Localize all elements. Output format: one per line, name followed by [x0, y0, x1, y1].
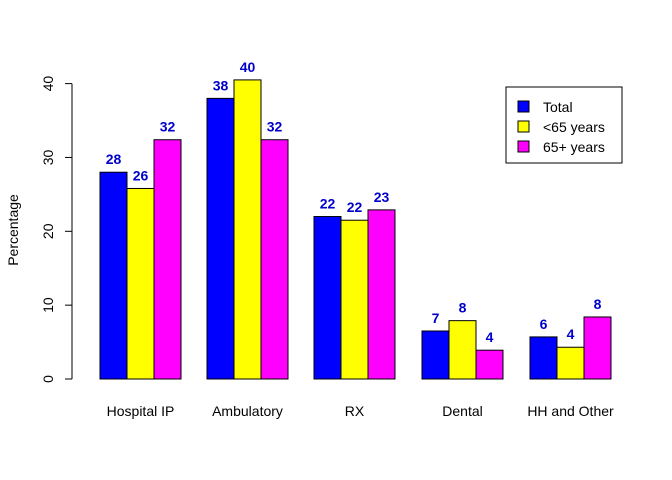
bar [153, 139, 182, 380]
bar [233, 79, 262, 380]
data-label: 22 [347, 199, 363, 215]
category-labels: Hospital IP Ambulatory RX Dental HH and Othe… [107, 403, 614, 419]
y-tick-label: 0 [40, 375, 56, 383]
data-label: 4 [486, 329, 494, 345]
data-label: 6 [540, 316, 548, 332]
x-tick-label: Hospital IP [107, 403, 175, 419]
data-label: 26 [133, 167, 149, 183]
legend-label: 65+ years [543, 139, 605, 155]
y-tick-label: 20 [40, 223, 56, 239]
data-label: 28 [106, 151, 122, 167]
data-label: 32 [267, 119, 283, 135]
bar [583, 316, 612, 380]
bar [99, 171, 128, 380]
bars [99, 79, 612, 380]
data-label: 22 [320, 196, 336, 212]
bar [448, 320, 477, 380]
bar [340, 219, 369, 380]
legend-label: Total [543, 99, 573, 115]
data-label: 32 [160, 119, 176, 135]
legend-swatch [517, 100, 530, 113]
bar [556, 346, 585, 380]
bar [206, 97, 235, 380]
data-label: 4 [567, 326, 575, 342]
y-tick-label: 10 [40, 297, 56, 313]
data-labels: 28 26 32 38 40 32 22 22 23 7 8 4 6 4 8 [106, 59, 602, 345]
legend-swatch [517, 140, 530, 153]
data-label: 7 [432, 310, 440, 326]
data-label: 8 [594, 296, 602, 312]
legend-swatch [517, 120, 530, 133]
y-axis-title: Percentage [5, 194, 21, 266]
bar [475, 349, 504, 380]
y-tick-label: 40 [40, 76, 56, 92]
data-label: 8 [459, 300, 467, 316]
bar [421, 330, 450, 380]
bar [126, 187, 155, 380]
bar [529, 336, 558, 380]
legend-label: <65 years [543, 119, 605, 135]
x-tick-label: RX [345, 403, 365, 419]
bar [260, 139, 289, 380]
bar [367, 209, 396, 380]
x-tick-label: HH and Other [527, 403, 614, 419]
y-axis: 0 10 20 30 40 [40, 76, 73, 383]
data-label: 40 [240, 59, 256, 75]
x-tick-label: Ambulatory [212, 403, 283, 419]
data-label: 38 [213, 77, 229, 93]
data-label: 23 [374, 189, 390, 205]
x-tick-label: Dental [442, 403, 482, 419]
y-tick-label: 30 [40, 149, 56, 165]
bar [313, 216, 342, 380]
legend: Total <65 years 65+ years [505, 86, 623, 164]
